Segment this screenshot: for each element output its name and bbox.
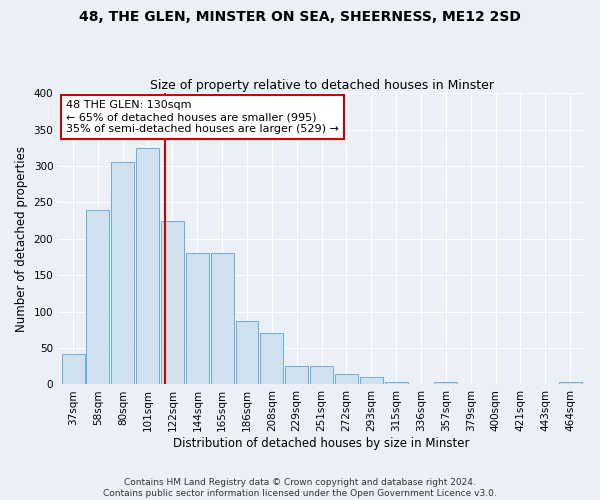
X-axis label: Distribution of detached houses by size in Minster: Distribution of detached houses by size … (173, 437, 470, 450)
Bar (136, 148, 159, 384)
Bar (559, 382, 581, 384)
Bar (260, 334, 283, 384)
Bar (434, 382, 457, 384)
Bar (385, 382, 407, 384)
Text: 48 THE GLEN: 130sqm
← 65% of detached houses are smaller (995)
35% of semi-detac: 48 THE GLEN: 130sqm ← 65% of detached ho… (66, 100, 339, 134)
Bar (186, 254, 209, 384)
Bar (211, 254, 233, 384)
Bar (161, 220, 184, 384)
Text: 48, THE GLEN, MINSTER ON SEA, SHEERNESS, ME12 2SD: 48, THE GLEN, MINSTER ON SEA, SHEERNESS,… (79, 10, 521, 24)
Bar (310, 366, 333, 384)
Bar (112, 162, 134, 384)
Bar (335, 374, 358, 384)
Title: Size of property relative to detached houses in Minster: Size of property relative to detached ho… (149, 79, 494, 92)
Bar (62, 354, 85, 384)
Y-axis label: Number of detached properties: Number of detached properties (15, 146, 28, 332)
Bar (236, 321, 259, 384)
Text: Contains HM Land Registry data © Crown copyright and database right 2024.
Contai: Contains HM Land Registry data © Crown c… (103, 478, 497, 498)
Bar (286, 366, 308, 384)
Bar (86, 210, 109, 384)
Bar (360, 377, 383, 384)
